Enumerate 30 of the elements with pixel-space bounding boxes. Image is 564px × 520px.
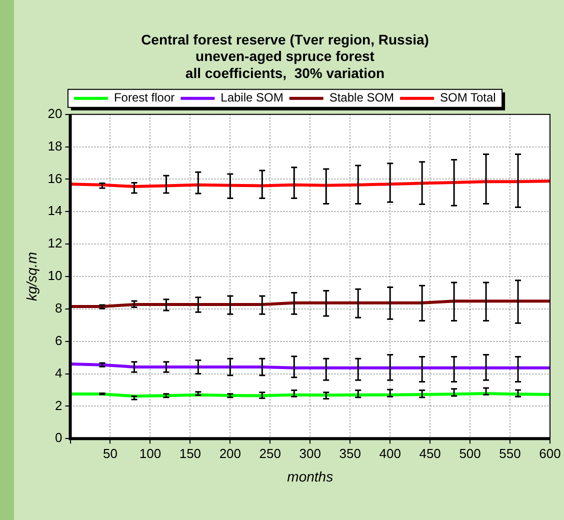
chart-title: Central forest reserve (Tver region, Russia) uneven-aged spruce forest all coefficients, 30% variation — [141, 31, 429, 81]
y-axis-title: kg/sq.m — [23, 252, 40, 302]
x-tick-label: 350 — [339, 446, 361, 461]
x-tick-label: 400 — [379, 446, 401, 461]
x-tick-label: 200 — [219, 446, 242, 461]
x-tick-label: 450 — [419, 446, 441, 461]
legend-label: Forest floor — [114, 90, 175, 105]
legend-label: Stable SOM — [329, 90, 394, 105]
y-tick-label: 14 — [48, 203, 62, 218]
x-tick-label: 500 — [459, 446, 481, 461]
x-tick-label: 300 — [299, 446, 321, 461]
y-tick-label: 8 — [55, 300, 62, 316]
x-tick-label: 600 — [539, 446, 561, 461]
legend-label: SOM Total — [440, 90, 496, 105]
x-tick-label: 50 — [103, 446, 118, 461]
y-tick-label: 6 — [55, 332, 62, 348]
y-tick-label: 4 — [55, 365, 62, 380]
x-tick-label: 250 — [259, 446, 282, 461]
legend-label: Labile SOM — [220, 90, 284, 105]
x-tick-label: 550 — [499, 446, 521, 461]
y-tick-label: 16 — [48, 170, 62, 186]
x-tick-label: 100 — [139, 446, 162, 461]
y-tick-label: 20 — [48, 106, 62, 121]
y-tick-label: 18 — [48, 138, 62, 154]
y-tick-label: 0 — [55, 430, 62, 446]
x-axis-title: months — [287, 468, 334, 484]
y-tick-label: 2 — [55, 398, 62, 413]
x-tick-label: 150 — [179, 446, 202, 461]
y-tick-label: 10 — [48, 268, 62, 284]
y-tick-label: 12 — [48, 236, 62, 251]
